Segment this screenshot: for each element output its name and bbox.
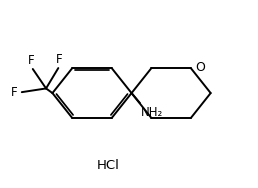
Text: F: F: [28, 54, 35, 67]
Text: O: O: [196, 61, 205, 74]
Text: NH₂: NH₂: [141, 106, 163, 119]
Text: HCl: HCl: [97, 159, 120, 172]
Text: F: F: [11, 86, 17, 99]
Text: F: F: [55, 53, 62, 66]
